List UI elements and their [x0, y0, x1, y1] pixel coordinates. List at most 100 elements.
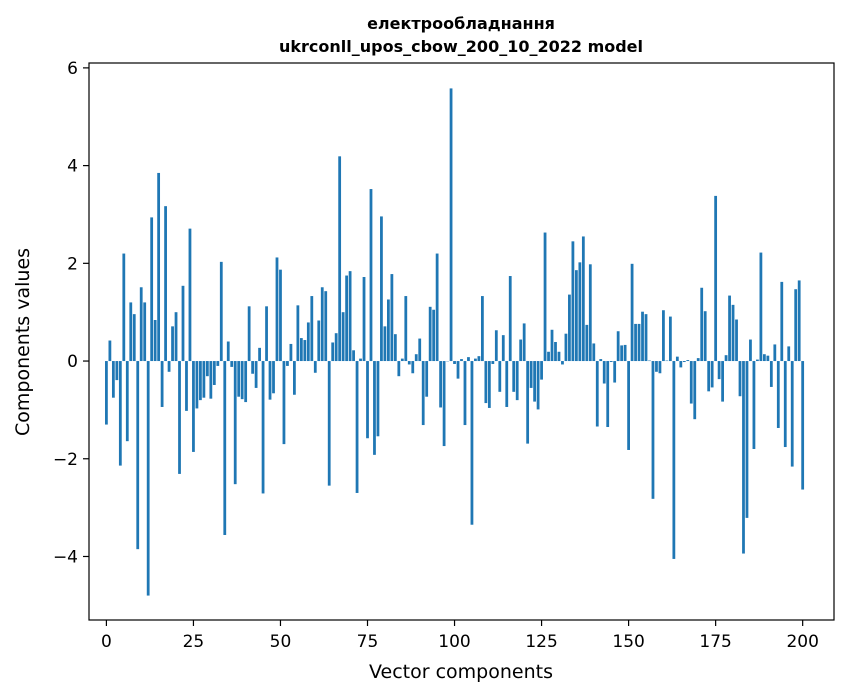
x-tick-label: 75 — [357, 632, 379, 652]
x-tick-label: 200 — [786, 632, 818, 652]
bar — [146, 361, 150, 596]
bar — [272, 361, 275, 394]
bar — [178, 361, 181, 474]
bar — [432, 309, 436, 362]
bar — [279, 269, 282, 362]
bar — [616, 331, 620, 362]
bar — [738, 361, 742, 397]
bar — [710, 361, 714, 388]
bar — [327, 361, 331, 486]
bar — [790, 361, 794, 467]
bar — [219, 261, 223, 362]
bar — [247, 306, 251, 362]
bar — [362, 277, 366, 362]
bar — [634, 323, 637, 362]
x-axis-label: Vector components — [369, 661, 553, 683]
bar — [160, 361, 164, 407]
bar — [331, 342, 335, 362]
bar — [797, 280, 801, 362]
bar — [728, 295, 731, 362]
bar — [171, 326, 174, 362]
bar — [477, 356, 481, 362]
bar — [641, 311, 644, 362]
x-tick-label: 50 — [270, 632, 292, 652]
bar — [153, 320, 157, 362]
bar — [630, 263, 634, 362]
bar — [139, 287, 143, 362]
bar — [787, 346, 791, 362]
bar — [484, 361, 488, 404]
bar — [766, 355, 770, 362]
bar — [108, 340, 112, 362]
bar — [192, 361, 195, 452]
bars-group — [105, 88, 805, 596]
bar — [414, 354, 418, 362]
y-tick-label: 4 — [67, 157, 78, 177]
bar — [397, 361, 401, 377]
bar — [675, 356, 679, 362]
bar — [265, 306, 268, 362]
bar — [150, 217, 154, 362]
bar — [254, 361, 258, 388]
bar — [212, 361, 216, 385]
bar — [233, 361, 237, 485]
bar — [324, 291, 328, 362]
chart-title-line1: електрообладнання — [367, 14, 555, 33]
bar — [536, 361, 540, 410]
bar — [404, 296, 408, 362]
bar — [501, 335, 505, 362]
x-tick-label: 125 — [525, 632, 557, 652]
y-tick-label: −2 — [53, 450, 78, 470]
bar — [268, 361, 272, 400]
bar — [581, 236, 585, 362]
bar — [439, 361, 443, 408]
bar — [185, 361, 188, 411]
bar — [662, 310, 665, 362]
x-tick-label: 100 — [438, 632, 470, 652]
bar — [400, 358, 404, 362]
bar — [348, 271, 352, 362]
bar — [658, 361, 662, 374]
bar — [696, 358, 700, 362]
bar — [306, 322, 310, 362]
bar — [230, 361, 234, 367]
bar — [533, 361, 536, 402]
bar — [244, 361, 248, 403]
bar — [679, 361, 683, 368]
bar — [717, 361, 721, 380]
bar — [752, 361, 756, 449]
bar — [125, 361, 129, 442]
bar — [508, 276, 512, 362]
bar — [693, 361, 697, 420]
bar — [769, 361, 773, 387]
bar — [275, 257, 279, 362]
bar — [585, 324, 589, 362]
bar — [554, 341, 557, 362]
bar — [571, 241, 575, 362]
bar — [540, 361, 543, 380]
bar — [526, 361, 530, 444]
bar — [460, 359, 463, 362]
bar — [776, 361, 780, 428]
bar — [606, 361, 610, 428]
bar — [293, 361, 296, 395]
chart-title-line2: ukrconll_upos_cbow_200_10_2022 model — [279, 37, 643, 56]
bar — [205, 361, 209, 377]
bar — [373, 361, 376, 455]
bar — [637, 323, 641, 362]
bar — [143, 302, 147, 362]
bar — [167, 361, 171, 372]
bar — [355, 361, 359, 493]
bar — [376, 361, 380, 437]
bar — [223, 361, 227, 535]
bar — [529, 361, 533, 388]
y-tick-label: 0 — [67, 352, 78, 372]
x-tick-label: 150 — [612, 632, 644, 652]
bar — [380, 216, 383, 362]
bar — [557, 351, 561, 362]
bar — [467, 357, 470, 362]
bar — [609, 361, 613, 363]
bar — [383, 326, 387, 362]
bar — [749, 339, 752, 362]
bar — [157, 172, 161, 362]
